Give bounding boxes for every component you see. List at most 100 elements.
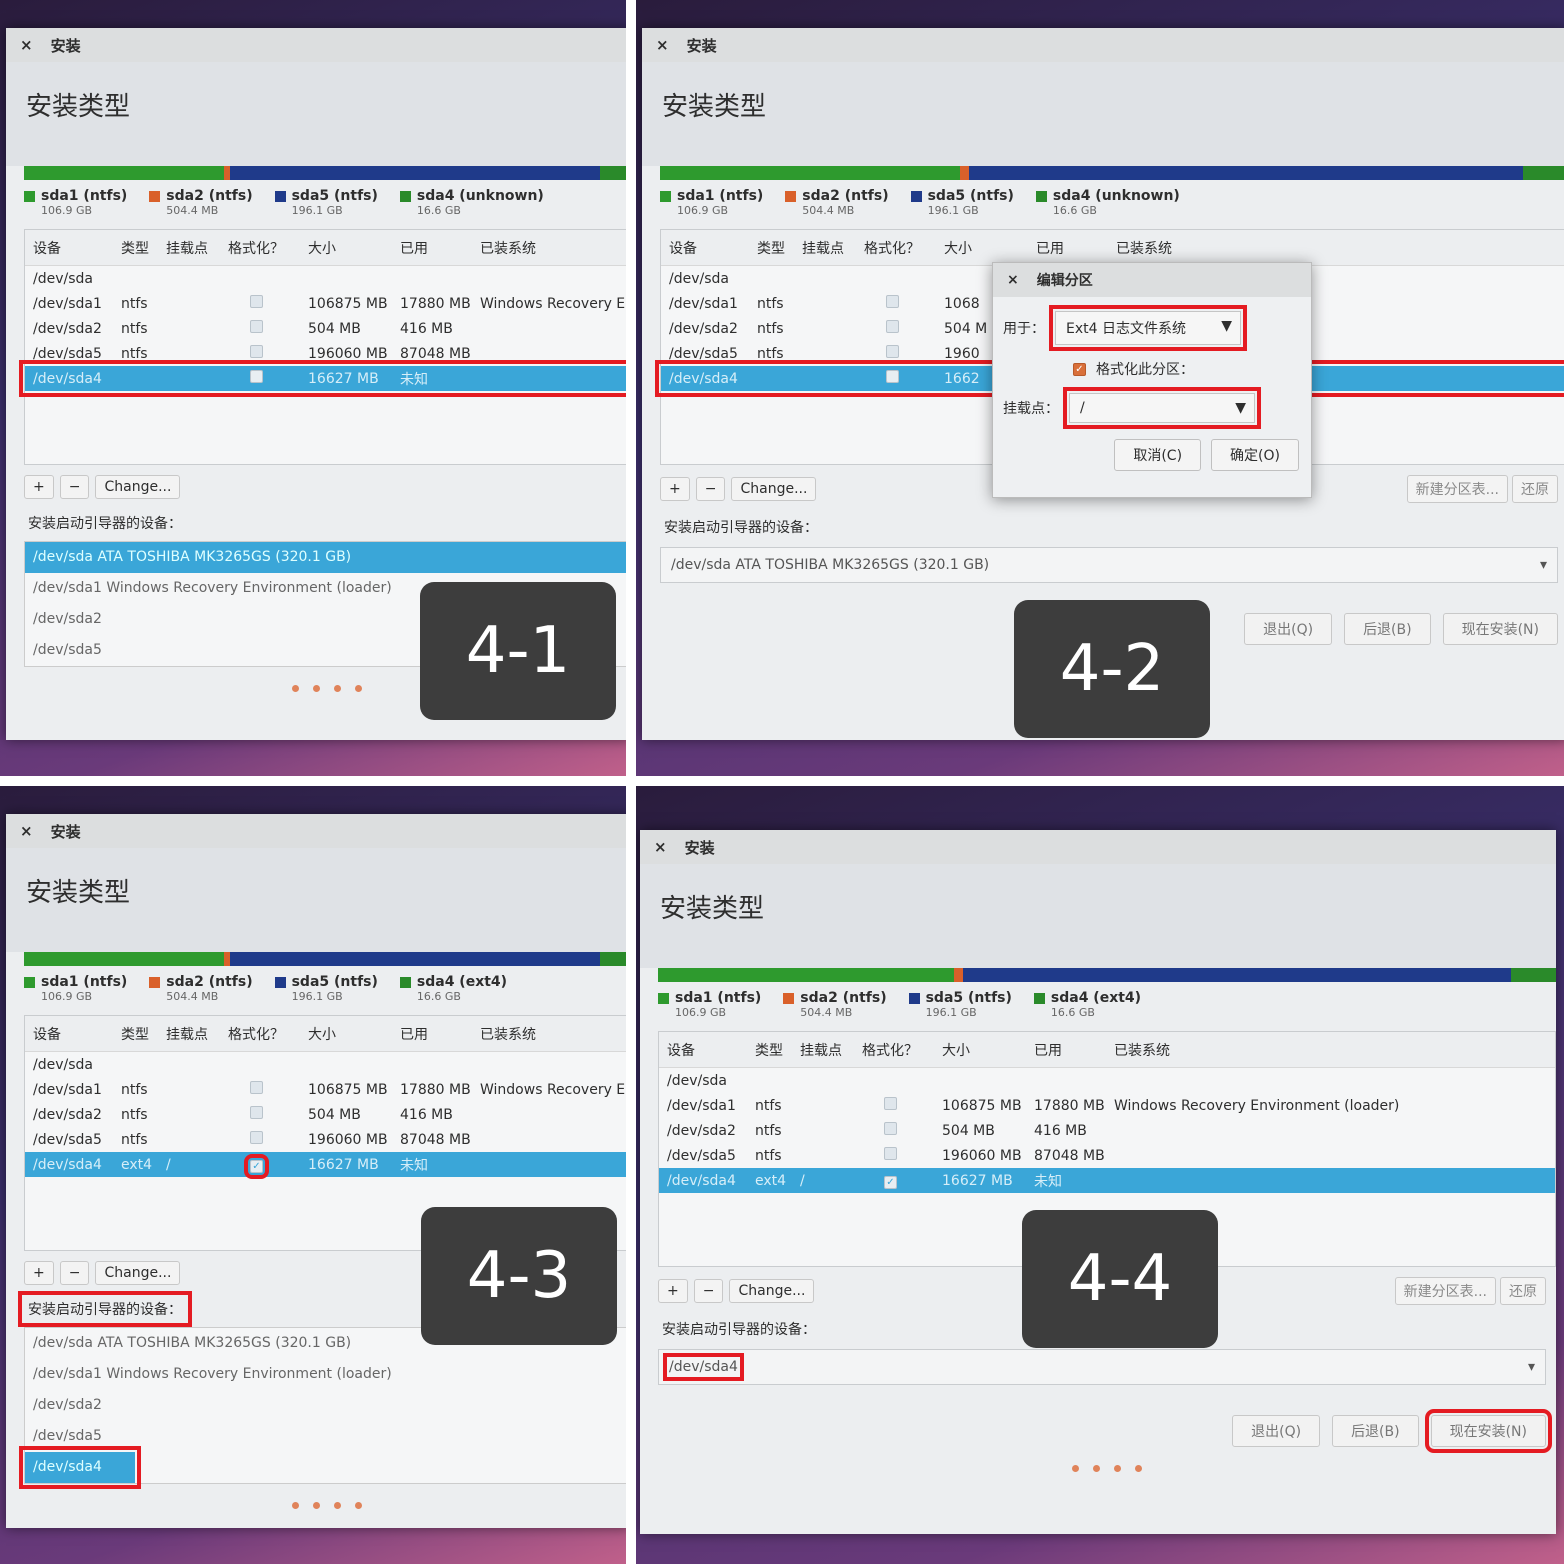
remove-partition-button[interactable]: − xyxy=(693,1279,724,1303)
new-partition-table-button[interactable]: 新建分区表... xyxy=(1406,475,1508,503)
column-header[interactable]: 挂载点 xyxy=(800,1042,842,1059)
add-partition-button[interactable]: + xyxy=(24,475,54,499)
change-partition-button[interactable]: Change... xyxy=(95,475,181,499)
column-header[interactable]: 类型 xyxy=(121,1026,149,1043)
install-now-button[interactable]: 现在安装(N) xyxy=(1424,1409,1553,1453)
quit-button[interactable]: 退出(Q) xyxy=(1232,1415,1321,1447)
dropdown-arrow-icon[interactable]: ▾ xyxy=(1539,557,1547,573)
bootloader-option[interactable]: /dev/sda2 xyxy=(33,611,102,627)
column-header[interactable]: 已装系统 xyxy=(480,240,536,257)
column-header[interactable]: 已用 xyxy=(1034,1042,1062,1059)
remove-partition-button[interactable]: − xyxy=(695,477,726,501)
table-row[interactable]: /dev/sda xyxy=(661,266,1564,291)
add-partition-button[interactable]: + xyxy=(24,1261,54,1285)
format-checkbox[interactable] xyxy=(886,295,899,308)
bootloader-option[interactable]: /dev/sda1 Windows Recovery Environment (… xyxy=(33,580,392,596)
column-header[interactable]: 已装系统 xyxy=(1114,1042,1170,1059)
table-row[interactable]: /dev/sda5 ntfs 196060 MB 87048 MB xyxy=(25,341,626,366)
format-checkbox[interactable] xyxy=(250,1131,263,1144)
column-header[interactable]: 已用 xyxy=(1036,240,1064,257)
format-checkbox[interactable] xyxy=(250,320,263,333)
format-checkbox[interactable] xyxy=(250,295,263,308)
table-row[interactable]: /dev/sda2 ntfs 504 M xyxy=(661,316,1564,341)
table-row[interactable]: /dev/sda1 ntfs 106875 MB 17880 MB Windows Re… xyxy=(25,291,626,316)
format-checkbox[interactable] xyxy=(886,345,899,358)
column-header[interactable]: 已装系统 xyxy=(480,1026,536,1043)
format-checkbox[interactable] xyxy=(250,1106,263,1119)
remove-partition-button[interactable]: − xyxy=(59,1261,90,1285)
dropdown-arrow-icon[interactable]: ▾ xyxy=(1527,1359,1535,1375)
change-partition-button[interactable]: Change... xyxy=(729,1279,815,1303)
column-header[interactable]: 设备 xyxy=(33,240,61,257)
table-row[interactable]: /dev/sda2 ntfs 504 MB 416 MB xyxy=(25,1102,626,1127)
table-row[interactable]: /dev/sda xyxy=(659,1068,1555,1093)
dialog-close-icon[interactable]: × xyxy=(1007,272,1019,288)
table-row[interactable]: /dev/sda5 ntfs 1960 xyxy=(661,341,1564,366)
back-button[interactable]: 后退(B) xyxy=(1332,1415,1419,1447)
column-header[interactable]: 大小 xyxy=(942,1042,970,1059)
bootloader-device-select[interactable]: /dev/sda4 ▾ xyxy=(658,1349,1546,1385)
format-checkbox[interactable]: ✓ xyxy=(884,1175,897,1189)
column-header[interactable]: 大小 xyxy=(308,1026,336,1043)
new-partition-table-button[interactable]: 新建分区表... xyxy=(1394,1277,1496,1305)
bootloader-option[interactable]: /dev/sda ATA TOSHIBA MK3265GS (320.1 GB) xyxy=(33,1335,352,1351)
format-checkbox[interactable] xyxy=(886,370,899,383)
bootloader-option[interactable]: /dev/sda5 xyxy=(33,1428,102,1444)
add-partition-button[interactable]: + xyxy=(660,477,690,501)
column-header[interactable]: 格式化？ xyxy=(864,240,920,257)
format-checkbox[interactable] xyxy=(884,1147,897,1160)
column-header[interactable]: 设备 xyxy=(669,240,697,257)
column-header[interactable]: 挂载点 xyxy=(166,1026,208,1043)
install-now-button[interactable]: 现在安装(N) xyxy=(1442,613,1558,645)
ok-button[interactable]: 确定(O) xyxy=(1211,439,1299,471)
column-header[interactable]: 挂载点 xyxy=(166,240,208,257)
table-row[interactable]: /dev/sda5 ntfs 196060 MB 87048 MB xyxy=(659,1143,1555,1168)
format-checkbox[interactable] xyxy=(250,1081,263,1094)
format-checkbox[interactable] xyxy=(886,320,899,333)
format-checkbox[interactable] xyxy=(884,1097,897,1110)
table-row[interactable]: /dev/sda1 ntfs 106875 MB 17880 MB Windows Re… xyxy=(659,1093,1555,1118)
close-icon[interactable]: × xyxy=(20,36,33,54)
bootloader-option[interactable]: /dev/sda ATA TOSHIBA MK3265GS (320.1 GB) xyxy=(25,542,626,573)
cancel-button[interactable]: 取消(C) xyxy=(1114,439,1202,471)
format-checkbox[interactable]: ✓ xyxy=(244,1153,269,1179)
bootloader-option[interactable]: /dev/sda1 Windows Recovery Environment (… xyxy=(33,1366,392,1382)
column-header[interactable]: 格式化？ xyxy=(228,1026,284,1043)
revert-button[interactable]: 还原 xyxy=(1512,475,1558,503)
column-header[interactable]: 格式化？ xyxy=(862,1042,918,1059)
format-partition-checkbox[interactable]: ✓ xyxy=(1073,362,1086,376)
table-row[interactable]: /dev/sda xyxy=(25,1052,626,1077)
table-row[interactable]: /dev/sda5 ntfs 196060 MB 87048 MB xyxy=(25,1127,626,1152)
bootloader-device-list[interactable]: /dev/sda ATA TOSHIBA MK3265GS (320.1 GB)… xyxy=(19,1327,626,1489)
column-header[interactable]: 格式化？ xyxy=(228,240,284,257)
column-header[interactable]: 大小 xyxy=(308,240,336,257)
close-icon[interactable]: × xyxy=(656,36,669,54)
format-checkbox[interactable] xyxy=(250,345,263,358)
column-header[interactable]: 设备 xyxy=(33,1026,61,1043)
close-icon[interactable]: × xyxy=(20,822,33,840)
dropdown-arrow-icon[interactable]: ▼ xyxy=(1221,318,1232,334)
table-row[interactable]: /dev/sda4 ext4 / ✓ 16627 MB 未知 xyxy=(25,1152,626,1179)
back-button[interactable]: 后退(B) xyxy=(1344,613,1431,645)
change-partition-button[interactable]: Change... xyxy=(731,477,817,501)
table-row[interactable]: /dev/sda xyxy=(25,266,626,291)
column-header[interactable]: 设备 xyxy=(667,1042,695,1059)
use-as-select[interactable]: Ext4 日志文件系统 ▼ xyxy=(1049,305,1247,351)
column-header[interactable]: 类型 xyxy=(757,240,785,257)
column-header[interactable]: 已装系统 xyxy=(1116,240,1172,257)
revert-button[interactable]: 还原 xyxy=(1500,1277,1546,1305)
dropdown-arrow-icon[interactable]: ▼ xyxy=(1235,400,1246,416)
table-row[interactable]: /dev/sda1 ntfs 106875 MB 17880 MB Windows Re… xyxy=(25,1077,626,1102)
column-header[interactable]: 类型 xyxy=(121,240,149,257)
add-partition-button[interactable]: + xyxy=(658,1279,688,1303)
column-header[interactable]: 大小 xyxy=(944,240,972,257)
remove-partition-button[interactable]: − xyxy=(59,475,90,499)
mount-point-select[interactable]: / ▼ xyxy=(1063,387,1261,429)
bootloader-option[interactable]: /dev/sda4 xyxy=(19,1446,141,1489)
quit-button[interactable]: 退出(Q) xyxy=(1244,613,1333,645)
table-row[interactable]: /dev/sda4 ext4 / ✓ 16627 MB 未知 xyxy=(659,1168,1555,1193)
table-row[interactable]: /dev/sda4 16627 MB 未知 xyxy=(19,360,626,397)
column-header[interactable]: 类型 xyxy=(755,1042,783,1059)
close-icon[interactable]: × xyxy=(654,838,667,856)
column-header[interactable]: 挂载点 xyxy=(802,240,844,257)
